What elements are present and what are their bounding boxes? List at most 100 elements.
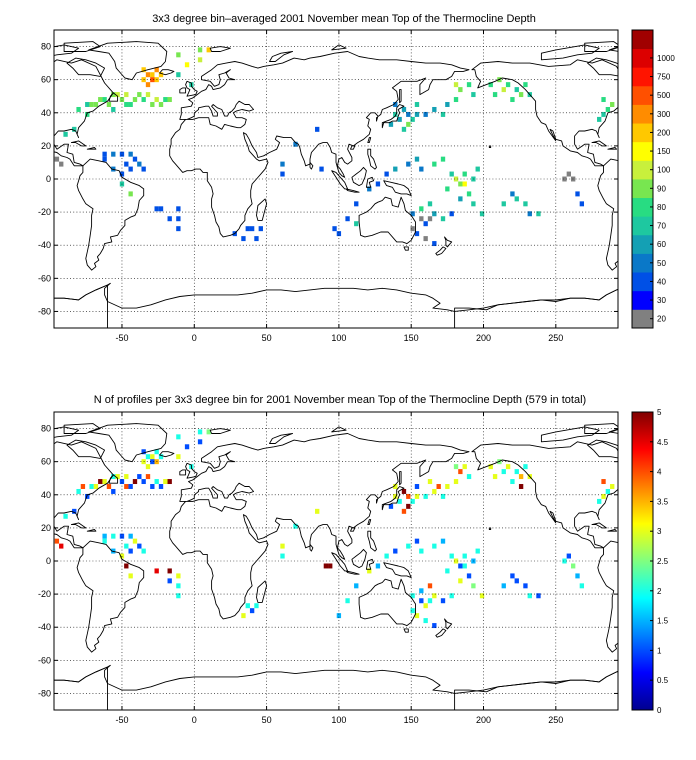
iceland-outline <box>159 69 175 76</box>
data-cell <box>423 236 428 242</box>
data-cell <box>458 563 463 569</box>
data-cell <box>293 141 298 147</box>
bottom-colorbar: 0 0.5 1 1.5 2 2.5 3 3.5 4 4.5 5 <box>631 408 669 715</box>
data-cell <box>163 97 168 103</box>
ellesmere-outline <box>63 423 101 434</box>
data-cell <box>102 97 107 103</box>
y-tick-label: -40 <box>38 622 51 632</box>
data-cell <box>72 126 77 132</box>
taiwan-outline <box>367 137 372 144</box>
severnaya-zemlya-outline <box>331 426 347 433</box>
data-cell <box>89 484 94 489</box>
data-cell <box>145 72 151 78</box>
data-cell <box>458 578 463 584</box>
data-cell <box>137 161 142 167</box>
data-cell <box>354 583 359 589</box>
data-cell <box>523 464 528 470</box>
plot-area <box>54 30 618 328</box>
y-tick-label: -60 <box>38 655 51 665</box>
data-cell <box>492 92 498 98</box>
baffin-island-outline <box>66 57 106 77</box>
south-america-outline <box>597 158 618 271</box>
java-outline <box>345 570 360 575</box>
data-cell <box>501 583 506 589</box>
data-cell <box>323 563 329 569</box>
data-cell <box>523 583 528 589</box>
colorbar-frame <box>631 411 654 711</box>
arctic-islands-outline <box>540 44 600 61</box>
colorbar-tick-label: 1.5 <box>657 617 669 626</box>
data-cell <box>449 553 454 559</box>
data-cell <box>445 186 450 192</box>
y-tick-label: 80 <box>41 424 51 434</box>
new-zealand-south-outline <box>435 628 447 638</box>
data-cell <box>475 166 480 172</box>
data-cell <box>102 151 107 157</box>
data-cell <box>427 216 433 222</box>
data-cell <box>197 429 203 435</box>
data-cells <box>54 429 615 629</box>
data-cell <box>254 603 259 609</box>
data-cell <box>579 201 585 207</box>
colorbar-swatch <box>632 290 653 310</box>
data-cell <box>462 171 467 177</box>
data-cell <box>245 603 250 609</box>
data-cell <box>176 573 181 579</box>
data-cell <box>154 206 159 212</box>
colorbar-swatch <box>632 179 653 199</box>
colorbar-tick-label: 4.5 <box>657 438 669 447</box>
tasmania-outline <box>403 246 409 251</box>
data-cell <box>384 171 389 177</box>
data-cell <box>167 578 172 584</box>
x-tick-label: -50 <box>115 333 128 343</box>
data-cell <box>102 156 107 162</box>
data-cell <box>393 102 398 107</box>
data-cell <box>124 563 129 569</box>
colorbar-tick-label: 5 <box>657 408 662 417</box>
antarctica-outline <box>54 664 618 710</box>
colorbar-tick-label: 150 <box>657 147 671 156</box>
ellesmere-outline <box>584 423 618 434</box>
data-cell <box>397 116 402 122</box>
data-cell <box>176 593 181 599</box>
data-cell <box>514 578 519 584</box>
x-tick-label: -50 <box>115 715 128 725</box>
data-cell <box>445 102 450 107</box>
data-cell <box>93 102 99 107</box>
north-america-outline <box>54 441 114 549</box>
ellesmere-outline <box>584 41 618 52</box>
data-cell <box>76 106 81 112</box>
data-cell <box>332 226 337 232</box>
data-cell <box>414 538 420 544</box>
hispaniola-outline <box>86 147 97 150</box>
data-cell <box>197 47 203 53</box>
data-cell <box>453 82 459 88</box>
data-cell <box>510 573 515 579</box>
data-cell <box>423 618 428 624</box>
data-cell <box>328 563 333 569</box>
data-cell <box>414 613 420 619</box>
data-cell <box>510 191 515 197</box>
data-cell <box>111 488 116 494</box>
data-cell <box>241 613 246 619</box>
y-tick-label: 60 <box>41 457 51 467</box>
new-guinea-outline <box>383 562 412 579</box>
colorbar-tick-label: 100 <box>657 166 671 175</box>
data-cell <box>501 469 506 475</box>
data-cell <box>176 206 181 212</box>
colorbar-tick-label: 500 <box>657 91 671 100</box>
baffin-island-outline <box>587 57 618 77</box>
data-cell <box>427 598 433 604</box>
data-cell <box>453 97 459 103</box>
new-zealand-south-outline <box>435 246 447 256</box>
colorbar-tick-label: 60 <box>657 240 666 249</box>
data-cell <box>141 97 146 103</box>
x-tick-label: 0 <box>192 333 197 343</box>
data-cell <box>523 201 528 207</box>
colorbar-tick-label: 2 <box>657 587 662 596</box>
data-cell <box>388 121 394 127</box>
data-cell <box>575 191 580 197</box>
colorbar-swatch <box>632 253 653 273</box>
